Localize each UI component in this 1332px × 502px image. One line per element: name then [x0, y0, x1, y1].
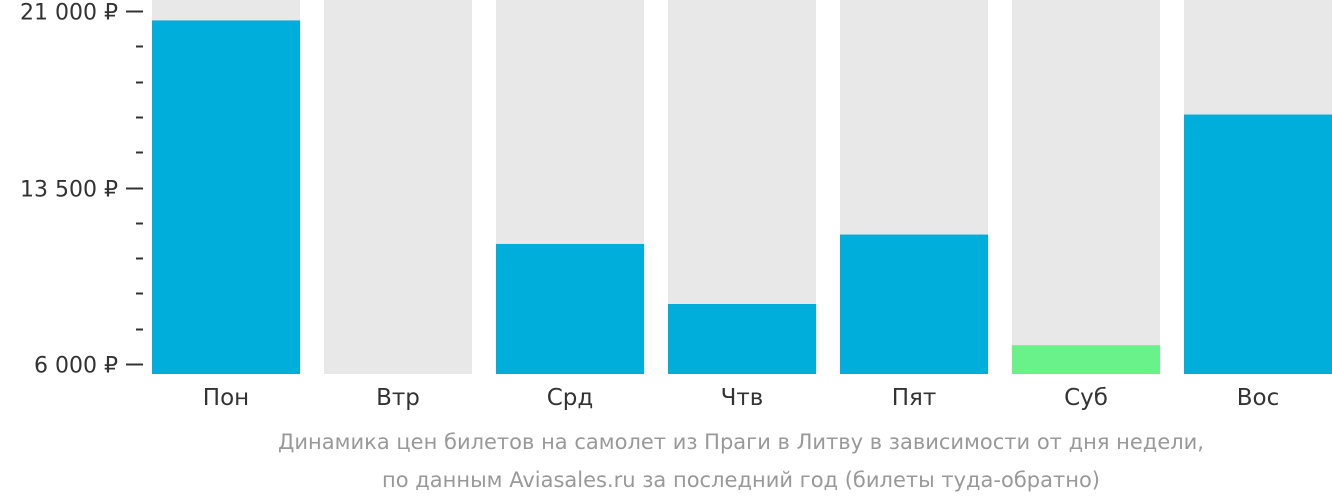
- x-tick-label: Вос: [1237, 385, 1280, 411]
- bar-Пон: [152, 20, 300, 375]
- y-tick-label: 21 000 ₽: [20, 1, 118, 26]
- chart-caption-line-1: Динамика цен билетов на самолет из Праги…: [278, 430, 1204, 454]
- x-tick-label: Срд: [547, 385, 594, 411]
- x-axis-labels: Пон Втр Срд Чтв Пят Суб Вос: [203, 385, 1279, 411]
- x-tick-label: Пят: [892, 385, 937, 411]
- y-tick-label: 6 000 ₽: [34, 354, 118, 379]
- bar-Пят: [840, 234, 988, 374]
- x-tick-label: Пон: [203, 385, 249, 411]
- bar-Вос: [1184, 114, 1332, 375]
- x-tick-label: Чтв: [721, 385, 764, 411]
- x-tick-label: Суб: [1064, 385, 1108, 411]
- chart-caption-line-2: по данным Aviasales.ru за последний год …: [382, 468, 1100, 492]
- bar-track: [324, 0, 472, 374]
- bar-Срд: [496, 243, 644, 374]
- bar-track: [1012, 0, 1160, 374]
- bars: [152, 20, 1332, 375]
- bar-Суб: [1012, 345, 1160, 374]
- y-tick-label: 13 500 ₽: [20, 178, 118, 203]
- bar-Чтв: [668, 303, 816, 374]
- y-axis: 6 000 ₽ 13 500 ₽ 21 000 ₽: [20, 1, 143, 379]
- x-tick-label: Втр: [376, 385, 420, 411]
